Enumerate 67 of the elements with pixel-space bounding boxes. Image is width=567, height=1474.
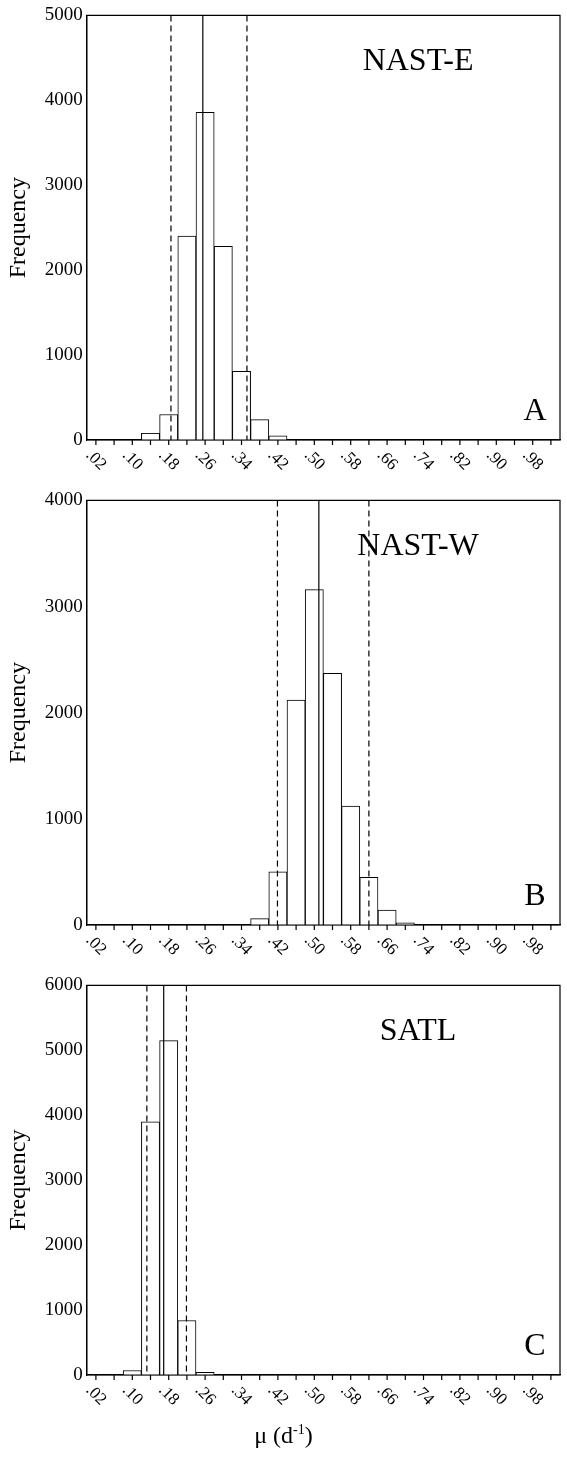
x-tick-label: .18 <box>155 1380 184 1409</box>
y-tick-label: 3000 <box>44 173 83 195</box>
x-tick-label: .66 <box>373 930 403 959</box>
annotation: C <box>524 1326 546 1363</box>
x-tick-label: .10 <box>118 930 148 959</box>
x-tick-label: .90 <box>482 445 512 474</box>
y-tick-label: 2000 <box>44 258 83 280</box>
x-tick-label: .02 <box>82 1380 111 1409</box>
y-tick-label: 4000 <box>44 1103 83 1125</box>
x-tick-label: .66 <box>373 1380 403 1409</box>
y-tick-label: 4000 <box>44 88 83 110</box>
x-tick-label: .98 <box>519 445 548 474</box>
x-tick-label: .34 <box>228 445 257 474</box>
annotation: B <box>524 876 546 913</box>
x-tick-label: .66 <box>373 445 403 474</box>
x-tick-label: .90 <box>482 1380 512 1409</box>
x-tick-label: .50 <box>300 930 330 959</box>
x-tick-label: .58 <box>337 445 366 474</box>
x-tick-label: .82 <box>446 1380 475 1409</box>
x-axis-title: μ (d$^{-1}$) <box>253 1422 314 1449</box>
annotation: A <box>523 391 547 428</box>
x-tick-label: .34 <box>228 930 257 959</box>
annotation: SATL <box>379 1010 457 1047</box>
y-tick-label: 2000 <box>44 700 83 722</box>
x-tick-label: .34 <box>228 1380 257 1409</box>
x-tick-label: .42 <box>264 930 293 959</box>
x-tick-label: .26 <box>191 445 221 474</box>
y-tick-label: 5000 <box>44 1038 83 1060</box>
x-tick-label: .02 <box>82 445 111 474</box>
annotation: NAST-W <box>357 525 480 562</box>
y-tick-label: 2000 <box>44 1233 83 1255</box>
y-axis-title: Frequency <box>3 177 30 279</box>
y-tick-label: 0 <box>73 912 83 934</box>
y-tick-label: 4000 <box>44 488 83 510</box>
y-tick-label: 5000 <box>44 3 83 25</box>
y-axis-title: Frequency <box>3 1129 30 1231</box>
x-tick-label: .74 <box>410 1380 439 1409</box>
x-tick-label: .18 <box>155 930 184 959</box>
x-tick-label: .42 <box>264 1380 293 1409</box>
x-tick-label: .82 <box>446 930 475 959</box>
x-tick-label: .18 <box>155 445 184 474</box>
x-tick-label: .02 <box>82 930 111 959</box>
y-tick-label: 6000 <box>44 973 83 995</box>
x-tick-label: .90 <box>482 930 512 959</box>
x-tick-label: .58 <box>337 1380 366 1409</box>
x-tick-label: .98 <box>519 1380 548 1409</box>
x-tick-label: .42 <box>264 445 293 474</box>
x-tick-label: .10 <box>118 1380 148 1409</box>
x-tick-label: .50 <box>300 1380 330 1409</box>
x-tick-label: .58 <box>337 930 366 959</box>
y-tick-label: 3000 <box>44 1168 83 1190</box>
x-tick-label: .74 <box>410 930 439 959</box>
x-tick-label: .26 <box>191 1380 221 1409</box>
annotation: NAST-E <box>362 40 474 77</box>
y-tick-label: 1000 <box>44 343 83 365</box>
y-axis-title: Frequency <box>3 662 30 764</box>
x-tick-label: .82 <box>446 445 475 474</box>
x-tick-label: .74 <box>410 445 439 474</box>
x-tick-label: .26 <box>191 930 221 959</box>
y-tick-label: 0 <box>73 427 83 449</box>
y-tick-label: 3000 <box>44 594 83 616</box>
x-tick-label: .10 <box>118 445 148 474</box>
y-tick-label: 1000 <box>44 1298 83 1320</box>
x-tick-label: .98 <box>519 930 548 959</box>
y-tick-label: 1000 <box>44 806 83 828</box>
y-tick-label: 0 <box>73 1362 83 1384</box>
x-tick-label: .50 <box>300 445 330 474</box>
